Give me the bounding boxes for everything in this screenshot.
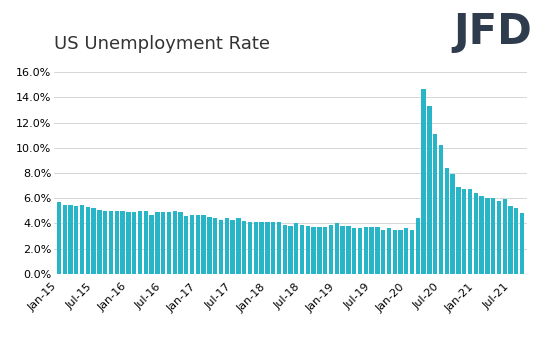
Bar [375,227,380,274]
Bar [451,174,455,274]
Bar [387,229,391,274]
Bar [456,187,460,274]
Bar [219,220,223,274]
Bar [86,207,90,274]
Text: US Unemployment Rate: US Unemployment Rate [54,34,270,53]
Bar [381,230,386,274]
Bar [334,223,339,274]
Text: JFD: JFD [453,11,532,53]
Bar [346,226,351,274]
Bar [312,227,316,274]
Bar [485,198,489,274]
Bar [68,205,73,274]
Bar [277,222,281,274]
Bar [340,226,345,274]
Bar [439,145,443,274]
Bar [265,222,269,274]
Bar [242,221,247,274]
Bar [416,218,420,274]
Bar [514,208,519,274]
Bar [230,220,235,274]
Bar [161,212,165,274]
Bar [92,208,96,274]
Bar [399,230,403,274]
Bar [352,229,356,274]
Bar [520,213,524,274]
Bar [132,212,136,274]
Bar [190,214,194,274]
Bar [103,211,108,274]
Bar [491,198,495,274]
Bar [462,190,466,274]
Bar [80,205,84,274]
Bar [126,212,130,274]
Bar [421,89,426,274]
Bar [497,201,501,274]
Bar [433,134,438,274]
Bar [317,227,321,274]
Bar [300,225,304,274]
Bar [167,212,171,274]
Bar [306,226,310,274]
Bar [323,227,327,274]
Bar [294,223,299,274]
Bar [364,227,368,274]
Bar [173,211,177,274]
Bar [254,222,258,274]
Bar [115,211,119,274]
Bar [121,211,125,274]
Bar [358,229,362,274]
Bar [271,222,275,274]
Bar [248,222,252,274]
Bar [404,229,408,274]
Bar [288,226,293,274]
Bar [282,225,287,274]
Bar [213,218,217,274]
Bar [184,216,188,274]
Bar [225,218,229,274]
Bar [369,227,374,274]
Bar [155,212,160,274]
Bar [62,205,67,274]
Bar [236,218,241,274]
Bar [479,196,484,274]
Bar [138,211,142,274]
Bar [473,193,478,274]
Bar [260,222,264,274]
Bar [195,214,200,274]
Bar [445,168,449,274]
Bar [427,106,432,274]
Bar [207,217,212,274]
Bar [393,230,397,274]
Bar [508,206,513,274]
Bar [178,212,182,274]
Bar [410,230,414,274]
Bar [502,199,507,274]
Bar [149,214,154,274]
Bar [329,225,333,274]
Bar [109,211,113,274]
Bar [97,210,102,274]
Bar [143,211,148,274]
Bar [57,202,61,274]
Bar [201,214,206,274]
Bar [74,206,79,274]
Bar [468,190,472,274]
